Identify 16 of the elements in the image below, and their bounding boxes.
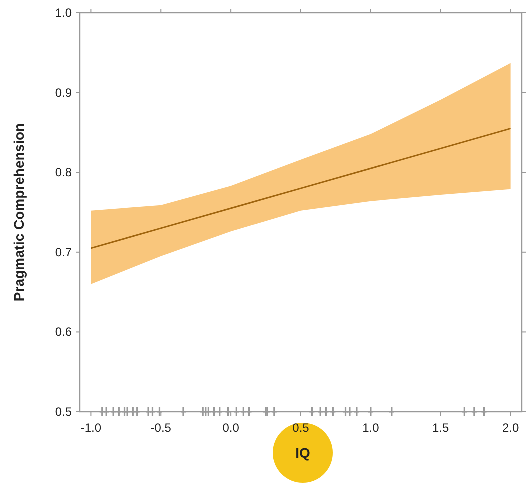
line-series <box>90 128 512 250</box>
y-tick-label: 1.0 <box>55 6 72 20</box>
x-axis-title: IQ <box>296 445 310 461</box>
x-tick-label: 0.5 <box>292 421 310 435</box>
x-tick-label: 0.0 <box>222 421 240 435</box>
y-tick-label: 0.9 <box>55 86 72 100</box>
y-axis-title: Pragmatic Comprehension <box>11 123 27 302</box>
x-tick-label: 1.0 <box>362 421 380 435</box>
x-tick-label: -1.0 <box>80 421 102 435</box>
y-tick-label: 0.7 <box>55 245 72 260</box>
x-tick-label: 1.5 <box>432 421 450 435</box>
y-tick-label: 0.5 <box>55 405 72 419</box>
x-tick-label: 2.0 <box>502 421 520 435</box>
y-tick-label: 0.8 <box>55 166 72 180</box>
y-tick-label: 0.6 <box>55 325 72 340</box>
x-tick-label: -0.5 <box>150 421 172 435</box>
